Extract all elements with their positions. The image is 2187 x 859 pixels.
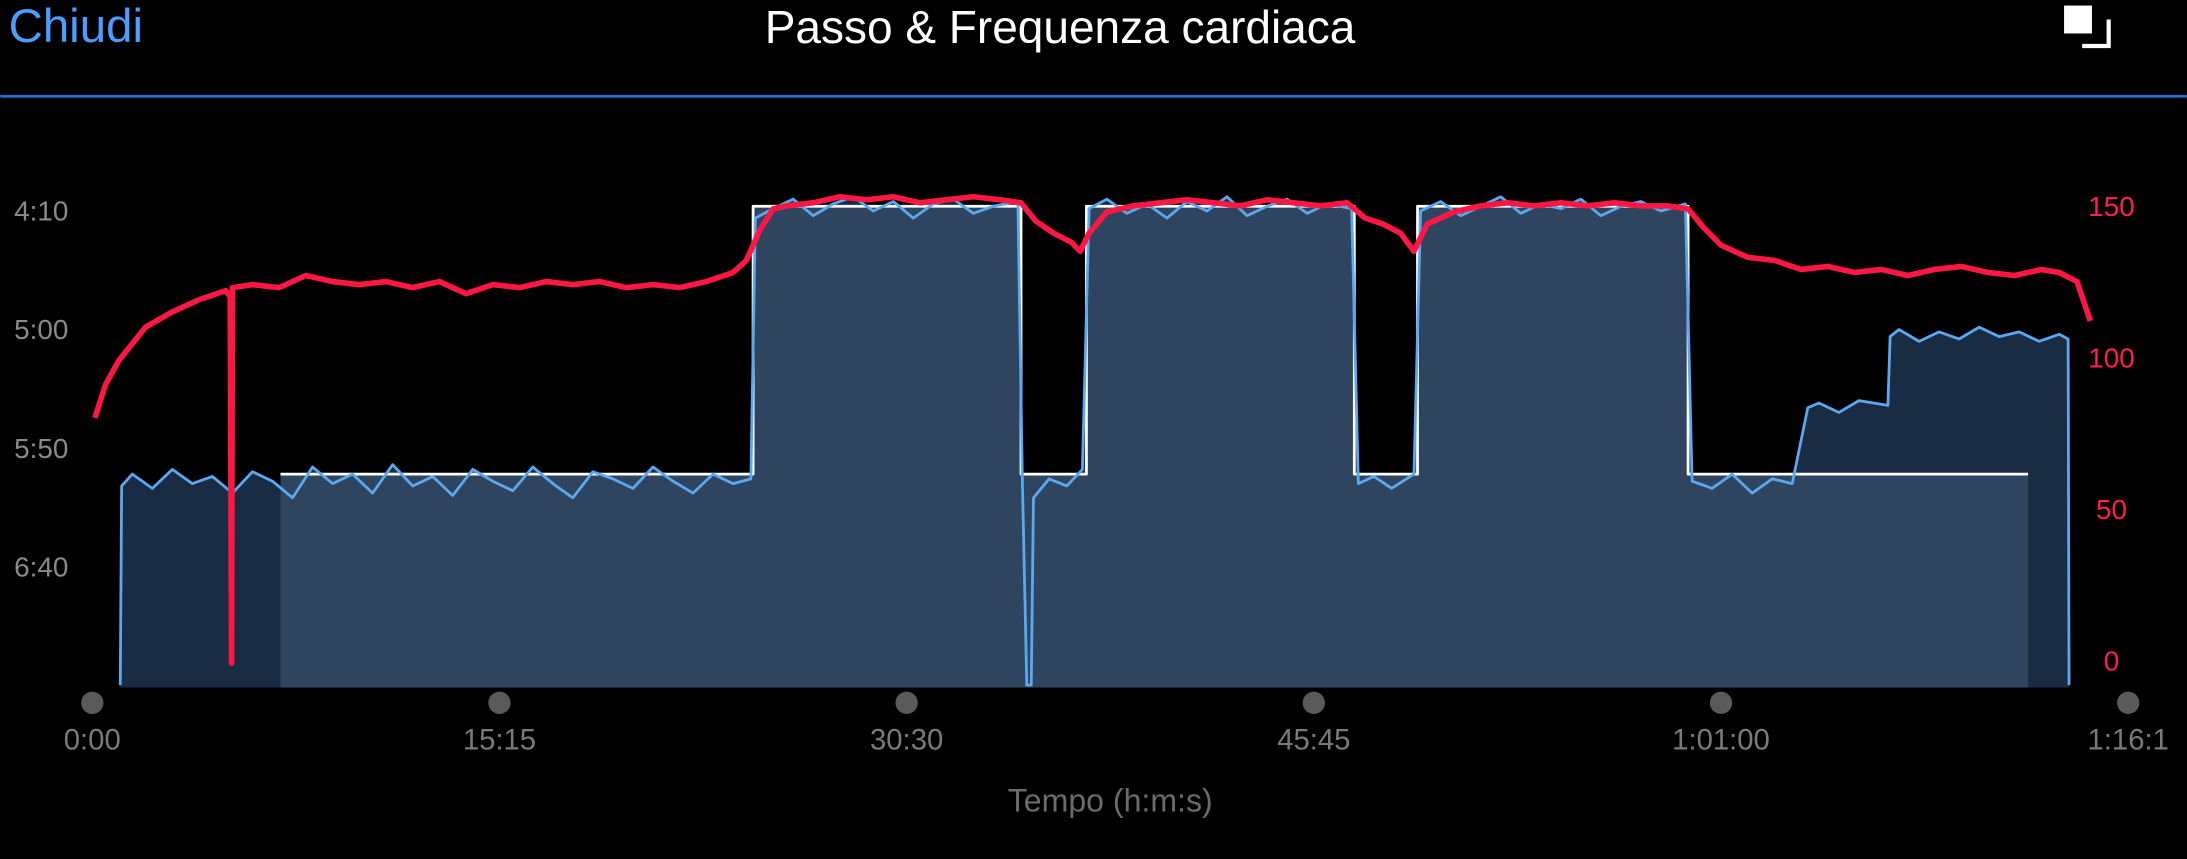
x-tick-label: 1:01:00 <box>1672 724 1770 757</box>
icon-square <box>2064 5 2092 34</box>
pace-line <box>118 195 2071 687</box>
y2-tick-label: 0 <box>2104 646 2120 677</box>
close-button[interactable]: Chiudi <box>9 0 143 53</box>
x-tick-dot <box>2117 691 2140 714</box>
heart-rate-line <box>92 193 2094 667</box>
x-tick-dot <box>1709 691 1733 714</box>
fullscreen-icon[interactable] <box>2064 5 2111 49</box>
x-tick-label: 30:30 <box>870 724 943 757</box>
icon-corner <box>2082 19 2111 49</box>
x-tick-dot <box>488 691 511 714</box>
page-title: Passo & Frequenza cardiaca <box>765 1 1356 53</box>
x-axis-title: Tempo (h:m:s) <box>1008 783 1213 819</box>
y-tick-label: 6:40 <box>14 551 68 582</box>
x-tick-label: 15:15 <box>463 724 536 757</box>
y2-tick-label: 100 <box>2088 343 2135 374</box>
y-tick-label: 5:00 <box>14 314 68 345</box>
plot: 4:10 5:00 5:50 6:40 0 50 100 150 0:00 15:15 30:30 4… <box>14 191 2169 756</box>
target-area <box>280 206 2029 688</box>
x-tick-label: 0:00 <box>64 724 121 757</box>
x-tick-label: 1:16:1 <box>2088 724 2169 757</box>
y2-tick-label: 150 <box>2088 191 2135 222</box>
y2-tick-label: 50 <box>2096 494 2127 525</box>
x-tick-dot <box>895 691 918 714</box>
x-tick-dot <box>81 691 104 714</box>
x-tick-dot <box>1302 691 1325 714</box>
y-tick-label: 4:10 <box>14 196 68 227</box>
y-tick-label: 5:50 <box>14 433 68 464</box>
x-tick-label: 45:45 <box>1277 724 1350 757</box>
